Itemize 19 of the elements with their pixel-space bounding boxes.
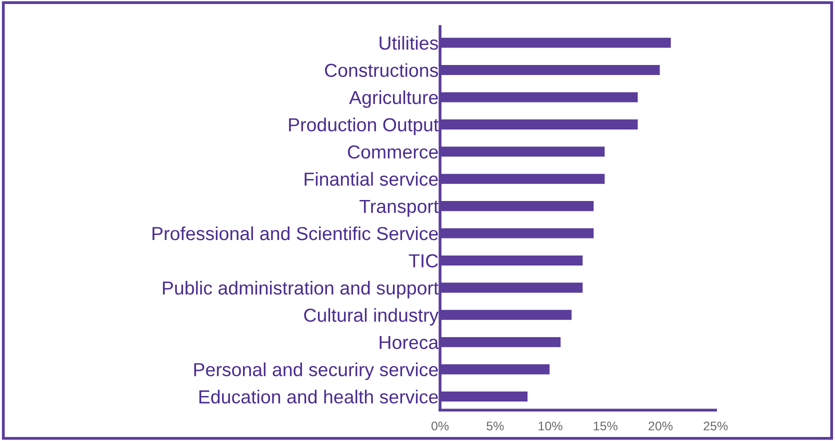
x-tick-label: 15% (594, 422, 618, 430)
y-tick-label: Cultural industry (304, 308, 439, 326)
y-tick-label: TIC (408, 254, 438, 268)
y-tick-label: Transport (360, 200, 439, 217)
y-tick-label: Professional and Scientific Service (152, 226, 438, 240)
y-tick-label: Production Output (289, 118, 439, 136)
x-tick-label: 0% (432, 422, 449, 430)
x-tick-label: 10% (538, 422, 562, 430)
x-tick-label: 20% (648, 422, 673, 430)
x-tick-label: 25% (704, 422, 728, 430)
y-tick-label: Public administration and support (162, 280, 439, 298)
y-tick-label: Agriculture (349, 90, 438, 108)
x-tick-label: 5% (486, 422, 504, 430)
y-tick-label: Commerce (348, 145, 438, 159)
y-tick-label: Utilities (380, 36, 438, 50)
y-tick-label: Finantial service (304, 172, 438, 186)
y-tick-label: Personal and securiry service (194, 362, 438, 380)
y-tick-label: Constructions (324, 63, 438, 77)
y-tick-label: Education and health service (199, 390, 438, 404)
